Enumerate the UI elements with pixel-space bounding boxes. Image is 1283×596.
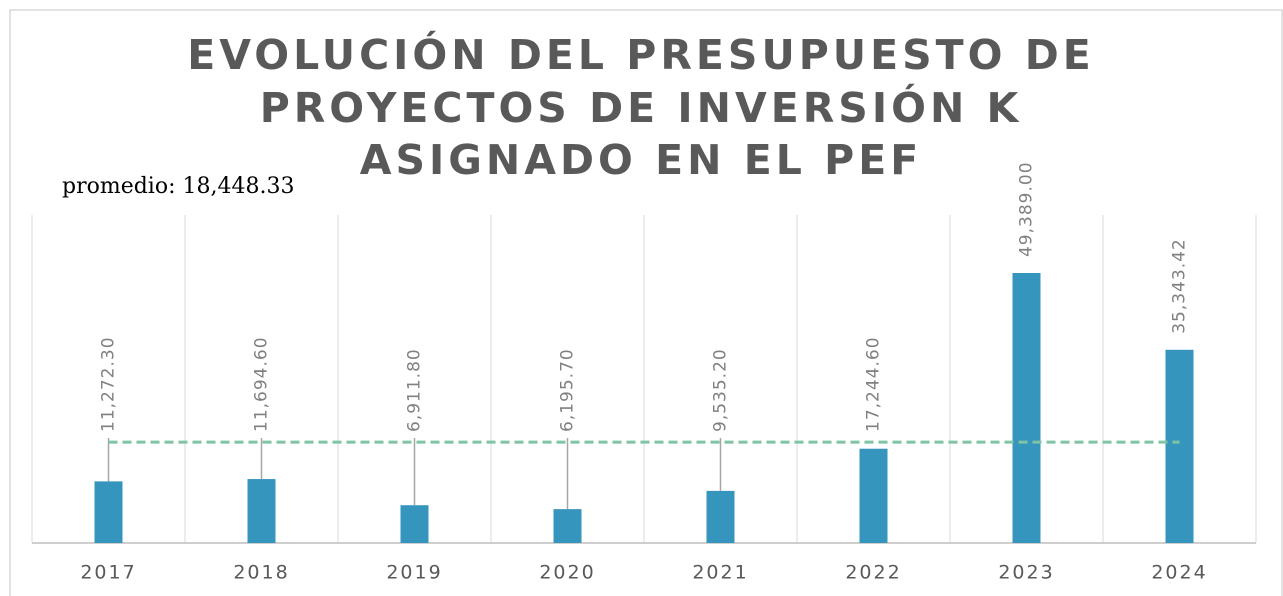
- bar: [553, 509, 582, 543]
- average-label: promedio: 18,448.33: [62, 174, 294, 199]
- x-tick-label: 2023: [998, 562, 1054, 584]
- bar: [859, 448, 888, 543]
- chart-title: EVOLUCIÓN DEL PRESUPUESTO DE: [187, 31, 1095, 79]
- x-tick-label: 2018: [233, 562, 289, 584]
- chart-title: ASIGNADO EN EL PEF: [360, 136, 922, 184]
- bar: [706, 490, 735, 543]
- data-label: 6,911.80: [405, 348, 425, 432]
- bar: [400, 505, 429, 543]
- data-label: 9,535.20: [711, 348, 731, 432]
- x-tick-label: 2022: [845, 562, 901, 584]
- data-label: 17,244.60: [864, 336, 884, 432]
- data-label: 11,694.60: [252, 336, 272, 432]
- x-tick-label: 2019: [386, 562, 442, 584]
- data-label: 35,343.42: [1170, 238, 1190, 334]
- x-tick-label: 2021: [692, 562, 748, 584]
- data-label: 49,389.00: [1017, 161, 1037, 257]
- bar: [1012, 273, 1041, 543]
- chart-title: PROYECTOS DE INVERSIÓN K: [260, 84, 1023, 132]
- bar: [94, 481, 123, 543]
- x-tick-label: 2020: [539, 562, 595, 584]
- bar: [1165, 349, 1194, 543]
- data-label: 6,195.70: [558, 348, 578, 432]
- chart-frame: [9, 9, 1283, 596]
- bar: [247, 479, 276, 543]
- x-tick-label: 2024: [1151, 562, 1207, 584]
- x-tick-label: 2017: [80, 562, 136, 584]
- data-label: 11,272.30: [99, 336, 119, 432]
